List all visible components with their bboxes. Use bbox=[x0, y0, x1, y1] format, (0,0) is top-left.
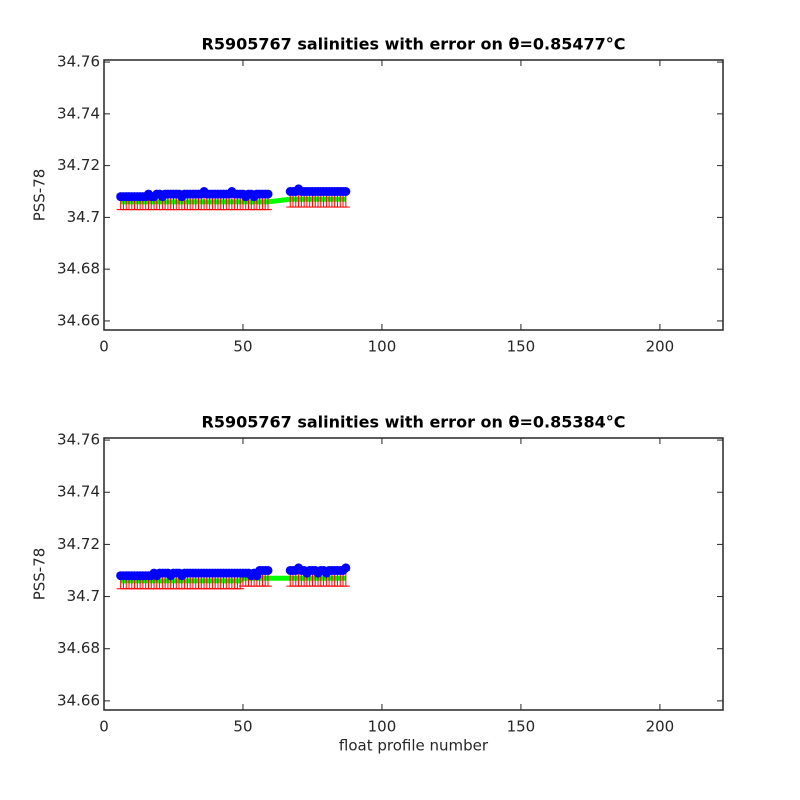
y-tick-label: 34.74 bbox=[57, 104, 100, 122]
x-tick-label: 50 bbox=[233, 338, 252, 356]
x-tick-label: 200 bbox=[646, 338, 675, 356]
y-tick-label: 34.72 bbox=[57, 156, 100, 174]
y-tick-label: 34.68 bbox=[57, 639, 100, 657]
y-tick-label: 34.7 bbox=[67, 587, 100, 605]
y-tick-label: 34.76 bbox=[57, 53, 100, 71]
chart-title: R5905767 salinities with error on θ=0.85… bbox=[202, 35, 626, 54]
y-tick-label: 34.7 bbox=[67, 208, 100, 226]
y-tick-label: 34.68 bbox=[57, 260, 100, 278]
y-tick-label: 34.66 bbox=[57, 311, 100, 329]
y-tick-label: 34.72 bbox=[57, 535, 100, 553]
x-axis-label: float profile number bbox=[339, 737, 489, 755]
y-axis-label: PSS-78 bbox=[31, 169, 49, 222]
y-axis-label: PSS-78 bbox=[31, 548, 49, 601]
x-tick-label: 0 bbox=[99, 718, 109, 736]
x-tick-label: 100 bbox=[368, 718, 397, 736]
float-point bbox=[263, 189, 273, 199]
x-tick-label: 100 bbox=[368, 338, 397, 356]
chart-title: R5905767 salinities with error on θ=0.85… bbox=[202, 413, 626, 432]
axes-box bbox=[103, 437, 724, 711]
x-tick-label: 150 bbox=[507, 338, 536, 356]
axes-box bbox=[103, 59, 724, 331]
x-tick-label: 0 bbox=[99, 338, 109, 356]
y-tick-label: 34.76 bbox=[57, 431, 100, 449]
float-point bbox=[263, 565, 273, 575]
x-tick-label: 200 bbox=[646, 718, 675, 736]
y-tick-label: 34.74 bbox=[57, 483, 100, 501]
y-tick-label: 34.66 bbox=[57, 691, 100, 709]
x-tick-label: 50 bbox=[233, 718, 252, 736]
float-point bbox=[341, 563, 351, 573]
float-point bbox=[341, 187, 351, 197]
x-tick-label: 150 bbox=[507, 718, 536, 736]
